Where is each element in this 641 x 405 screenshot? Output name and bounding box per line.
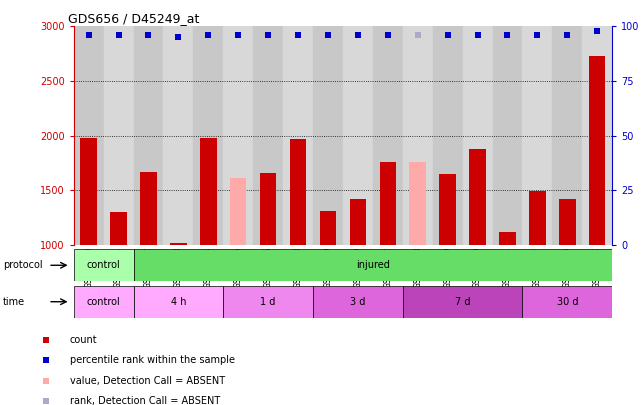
Text: 1 d: 1 d <box>260 297 276 307</box>
Bar <box>74 249 133 281</box>
Text: time: time <box>3 297 26 307</box>
Bar <box>230 178 246 245</box>
Bar <box>283 26 313 245</box>
Bar <box>163 26 194 245</box>
Bar <box>260 173 276 245</box>
Text: 3 d: 3 d <box>350 297 365 307</box>
Bar <box>582 26 612 245</box>
Bar <box>403 26 433 245</box>
Bar <box>110 212 127 245</box>
Bar <box>469 149 486 245</box>
Bar <box>133 286 223 318</box>
Bar <box>553 26 582 245</box>
Text: protocol: protocol <box>3 260 43 270</box>
Text: percentile rank within the sample: percentile rank within the sample <box>70 356 235 365</box>
Bar <box>223 286 313 318</box>
Text: count: count <box>70 335 97 345</box>
Bar <box>439 174 456 245</box>
Bar <box>74 26 104 245</box>
Bar <box>104 26 133 245</box>
Bar <box>529 192 545 245</box>
Bar <box>410 162 426 245</box>
Text: value, Detection Call = ABSENT: value, Detection Call = ABSENT <box>70 376 225 386</box>
Text: 4 h: 4 h <box>171 297 186 307</box>
Bar <box>200 138 217 245</box>
Bar <box>559 199 576 245</box>
Text: control: control <box>87 260 121 270</box>
Bar <box>379 162 396 245</box>
Bar <box>320 211 336 245</box>
Bar <box>313 286 403 318</box>
Bar <box>194 26 223 245</box>
Bar <box>223 26 253 245</box>
Bar <box>133 26 163 245</box>
Bar <box>313 26 343 245</box>
Bar <box>522 286 612 318</box>
Bar <box>403 286 522 318</box>
Bar <box>522 26 553 245</box>
Text: control: control <box>87 297 121 307</box>
Text: 7 d: 7 d <box>455 297 470 307</box>
Bar <box>373 26 403 245</box>
Bar <box>290 139 306 245</box>
Bar <box>74 286 133 318</box>
Bar <box>433 26 463 245</box>
Bar <box>492 26 522 245</box>
Bar <box>589 56 605 245</box>
Bar <box>463 26 492 245</box>
Bar <box>171 243 187 245</box>
Text: injured: injured <box>356 260 390 270</box>
Bar <box>350 199 366 245</box>
Bar <box>133 249 612 281</box>
Bar <box>81 138 97 245</box>
Bar <box>343 26 373 245</box>
Text: 30 d: 30 d <box>556 297 578 307</box>
Bar <box>140 172 156 245</box>
Text: GDS656 / D45249_at: GDS656 / D45249_at <box>69 12 200 25</box>
Bar <box>253 26 283 245</box>
Bar <box>499 232 515 245</box>
Text: rank, Detection Call = ABSENT: rank, Detection Call = ABSENT <box>70 396 220 405</box>
